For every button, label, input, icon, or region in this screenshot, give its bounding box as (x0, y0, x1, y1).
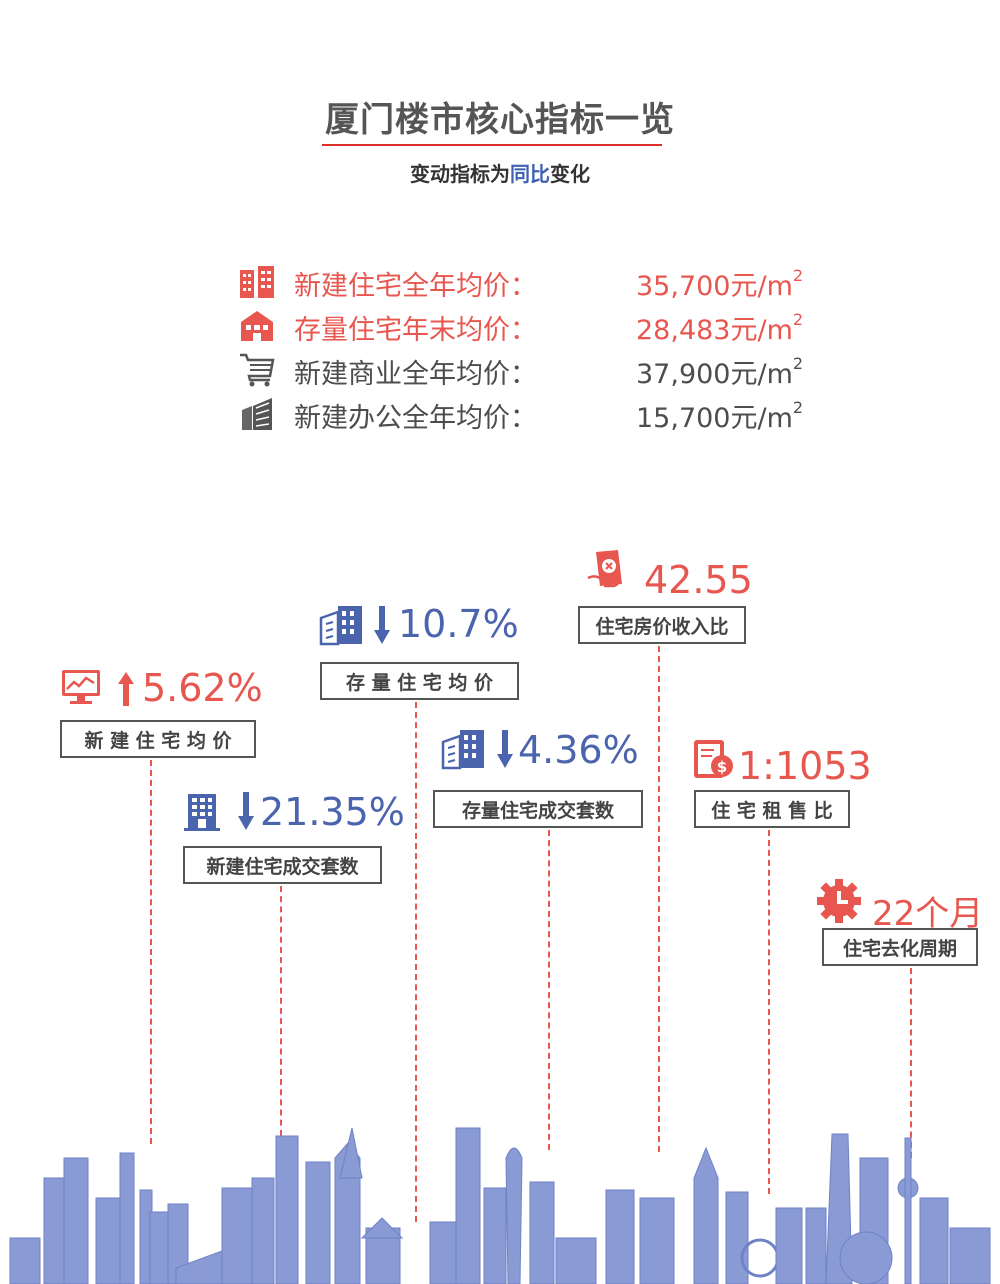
arrow-up-icon (118, 672, 134, 706)
price-row-new-residential: 新建住宅全年均价： 35,700元/m2 (238, 262, 838, 302)
stat-label-rent-sale-ratio: 住 宅 租 售 比 (694, 790, 850, 828)
price-label: 存量住宅年末均价： (294, 315, 537, 346)
stat-value-rent-sale-ratio: 1:1053 (738, 744, 872, 788)
stat-label-new-home-price: 新 建 住 宅 均 价 (60, 720, 256, 758)
building-icon (240, 266, 274, 298)
stat-label-existing-price: 存 量 住 宅 均 价 (320, 662, 519, 700)
stat-value-existing-price: 10.7% (398, 602, 519, 646)
price-row-new-commercial: 新建商业全年均价： 37,900元/m2 (238, 350, 838, 390)
dashed-guide-line (415, 702, 417, 1222)
subtitle-text-pre: 变动指标为 (410, 162, 510, 186)
price-row-new-office: 新建办公全年均价： 15,700元/m2 (238, 394, 838, 434)
dashed-guide-line (910, 968, 912, 1158)
stat-value-destock-cycle: 22个月 (872, 894, 984, 934)
dashed-guide-line (768, 830, 770, 1194)
stat-value-new-home-volume: 21.35% (260, 790, 405, 834)
title-underline (322, 144, 662, 146)
price-value: 28,483元/m2 (636, 310, 804, 346)
subtitle-highlight: 同比 (510, 162, 550, 186)
page-title: 厦门楼市核心指标一览 (325, 100, 675, 140)
price-value: 37,900元/m2 (636, 354, 804, 390)
arrow-down-icon (497, 730, 513, 768)
arrow-down-icon (374, 606, 390, 644)
stat-value-existing-volume: 4.36% (518, 728, 639, 772)
stat-label-existing-volume: 存量住宅成交套数 (433, 790, 643, 828)
stat-label-destock-cycle: 住宅去化周期 (822, 928, 978, 966)
stat-label-new-home-volume: 新建住宅成交套数 (183, 846, 382, 884)
price-value: 35,700元/m2 (636, 266, 804, 302)
price-row-existing-residential: 存量住宅年末均价： 28,483元/m2 (238, 306, 838, 346)
price-label: 新建办公全年均价： (294, 403, 537, 434)
city-buildings-icon (441, 730, 484, 770)
office-building-icon (242, 398, 272, 430)
gear-clock-icon (817, 879, 861, 923)
monitor-chart-icon (62, 670, 100, 704)
document-dollar-icon: $ (694, 740, 733, 778)
price-label: 新建商业全年均价： (294, 359, 537, 390)
dashed-guide-line (280, 886, 282, 1146)
price-value: 15,700元/m2 (636, 398, 804, 434)
price-label: 新建住宅全年均价： (294, 271, 537, 302)
city-buildings-icon (319, 606, 362, 646)
svg-text:$: $ (717, 758, 727, 776)
house-icon (241, 311, 273, 341)
subtitle-text-post: 变化 (550, 162, 590, 186)
arrow-down-icon (238, 792, 254, 830)
stat-value-new-home-price: 5.62% (142, 666, 263, 710)
shopping-cart-icon (240, 353, 275, 387)
dashed-guide-line (658, 646, 660, 1152)
money-card-icon (587, 550, 622, 588)
dashed-guide-line (548, 830, 550, 1150)
apartment-icon (184, 794, 220, 831)
stat-label-price-income-ratio: 住宅房价收入比 (578, 606, 746, 644)
stat-value-price-income-ratio: 42.55 (644, 558, 753, 602)
city-skyline-illustration (9, 1127, 991, 1284)
page-subtitle: 变动指标为同比变化 (0, 158, 1000, 187)
dashed-guide-line (150, 760, 152, 1144)
